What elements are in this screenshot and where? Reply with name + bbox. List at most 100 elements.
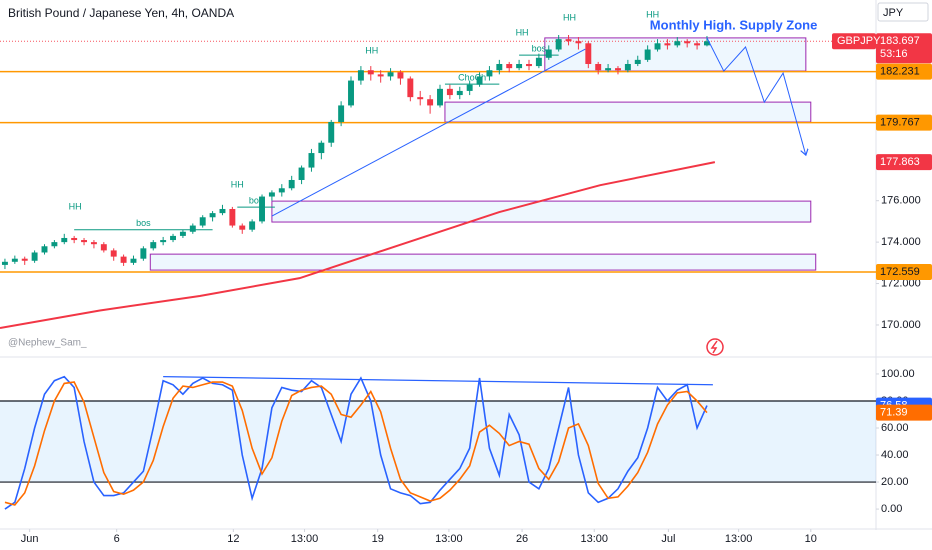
zone [444, 101, 812, 123]
countdown: 53:16 [880, 48, 908, 60]
candle-body [634, 59, 641, 64]
x-tick-label: 6 [114, 533, 120, 545]
candle-body [496, 63, 503, 71]
candle-body [189, 225, 196, 232]
structure-label: bos [532, 43, 547, 53]
swing-label: HH [516, 27, 529, 37]
last-price: 183.697 [880, 35, 920, 47]
x-tick-label: 26 [516, 533, 528, 545]
candle-body [100, 244, 107, 251]
candle-body [268, 192, 275, 197]
symbol: GBPJPY [837, 35, 881, 47]
candle-body [565, 39, 572, 42]
candle-body [367, 70, 374, 75]
y-tick-label: 60.00 [881, 422, 909, 434]
level-label: 172.559 [880, 266, 920, 278]
candle-body [71, 237, 78, 241]
candle-body [318, 142, 325, 154]
y-tick-label: 174.000 [881, 236, 921, 248]
chart-title: British Pound / Japanese Yen, 4h, OANDA [8, 6, 234, 20]
candle-body [397, 72, 404, 79]
candle-body [170, 235, 176, 241]
candle-body [387, 72, 394, 77]
watermark: @Nephew_Sam_ [8, 338, 87, 349]
candle-body [61, 237, 68, 243]
x-tick-label: 12 [227, 533, 239, 545]
candle-body [605, 68, 612, 71]
candle-body [41, 246, 48, 253]
candle-body [259, 196, 265, 222]
y-tick-label: 20.00 [881, 476, 909, 488]
level-label: 182.231 [880, 66, 920, 78]
stoch-line [4, 381, 708, 506]
candle-body [526, 63, 532, 67]
candle-body [535, 57, 542, 67]
x-tick-label: Jun [21, 533, 39, 545]
candle-body [664, 43, 671, 46]
candle-body [11, 258, 18, 262]
candle-body [249, 221, 256, 230]
callout: Monthly High. Supply Zone [650, 17, 818, 32]
candle-body [486, 70, 493, 77]
x-tick-label: 13:00 [580, 533, 608, 545]
candle-body [110, 250, 117, 257]
y-tick-label: 100.00 [881, 368, 915, 380]
y-tick-label: 40.00 [881, 449, 909, 461]
candle-body [239, 225, 246, 230]
candle-body [694, 43, 701, 46]
level-label-box [876, 63, 932, 80]
zone [149, 253, 817, 271]
candle-body [150, 242, 157, 249]
swing-label: HH [646, 9, 659, 19]
candle-body [288, 179, 295, 189]
swing-label: HH [563, 12, 576, 22]
candle-body [219, 208, 226, 214]
candle-body [545, 49, 552, 58]
divergence-line [163, 376, 713, 386]
ma-label-box [876, 154, 932, 171]
structure-label: ChoCh [458, 72, 486, 82]
x-tick-label: 13:00 [435, 533, 463, 545]
candle-body [338, 105, 345, 122]
candle-body [437, 88, 443, 106]
candle-body [81, 240, 88, 243]
candle-body [595, 63, 602, 71]
swing-label: HH [365, 45, 378, 55]
candle-body [21, 258, 28, 261]
symbol-box [832, 33, 876, 50]
structure-label: bos [249, 195, 264, 205]
structure-label: bos [136, 218, 151, 228]
candle-body [51, 242, 58, 247]
y-tick-label: 172.000 [881, 277, 921, 289]
x-tick-label: 10 [805, 533, 817, 545]
swing-label: HH [69, 201, 82, 211]
projection [706, 37, 806, 155]
ma-label: 177.863 [880, 156, 920, 168]
candle-body [506, 63, 513, 69]
y-tick-label: 170.000 [881, 319, 921, 331]
candle-body [704, 41, 710, 46]
candle-body [160, 240, 167, 243]
x-tick-label: 19 [372, 533, 384, 545]
x-tick-label: 13:00 [725, 533, 753, 545]
zone [271, 200, 812, 223]
candle-body [377, 74, 384, 77]
candle-body [684, 41, 691, 44]
candle-body [516, 63, 523, 69]
level-label: 179.767 [880, 117, 920, 129]
candle-body [417, 97, 424, 100]
stoch-band [0, 400, 876, 483]
candle-body [199, 217, 206, 226]
candle-body [120, 256, 127, 263]
candle-body [357, 70, 364, 81]
candle-body [644, 49, 651, 60]
candle-body [575, 41, 582, 44]
candle-body [179, 231, 186, 236]
candle-body [348, 80, 354, 106]
flash-icon[interactable] [706, 338, 724, 356]
candle-body [407, 78, 414, 98]
currency-box[interactable] [877, 2, 929, 22]
